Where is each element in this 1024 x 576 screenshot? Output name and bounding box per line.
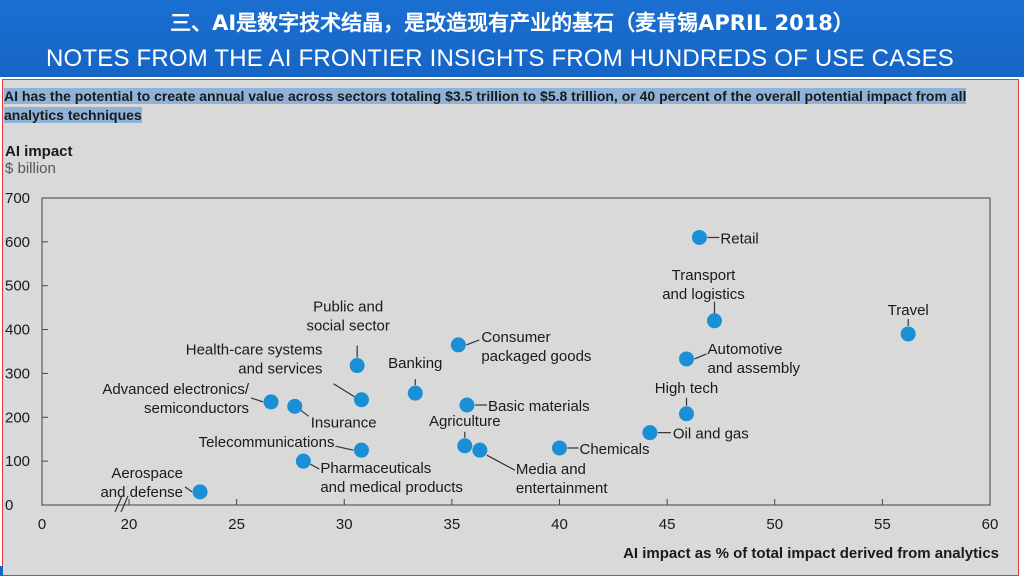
data-point-group: Retail [691, 229, 759, 247]
data-label: Automotive and assembly [707, 341, 800, 377]
leader-line [486, 454, 516, 471]
data-label: Consumer packaged goods [481, 329, 591, 365]
data-point [263, 394, 279, 410]
x-tick-label: 20 [121, 516, 138, 533]
data-label: Basic materials [488, 398, 590, 415]
x-axis-title: AI impact as % of total impact derived f… [623, 545, 999, 562]
data-point-group: Consumer packaged goods [450, 329, 591, 365]
x-tick-label: 55 [874, 516, 891, 533]
data-point [407, 385, 423, 401]
data-point-group: Media and entertainment [472, 442, 609, 497]
data-label: Banking [388, 355, 442, 372]
data-point [450, 337, 466, 353]
x-tick-label: 0 [38, 516, 46, 533]
data-point-group: Banking [388, 355, 442, 401]
x-tick-label: 50 [766, 516, 783, 533]
slide-title: 三、AI是数字技术结晶，是改造现有产业的基石（麦肯锡APRIL 2018） [170, 11, 854, 35]
y-tick-label: 600 [5, 234, 30, 251]
data-point [457, 438, 473, 454]
data-label: Chemicals [580, 441, 650, 458]
data-point [353, 392, 369, 408]
data-point-group: Public and social sector [306, 299, 390, 374]
data-point [353, 442, 369, 458]
data-label: Telecommunications [199, 434, 335, 451]
data-point-group: Agriculture [429, 413, 501, 454]
data-point [691, 229, 707, 245]
data-point [678, 351, 694, 367]
data-point-group: Basic materials [459, 397, 590, 415]
chart-title: AI has the potential to create annual va… [4, 87, 979, 125]
y-tick-label: 700 [5, 190, 30, 207]
data-label: Agriculture [429, 413, 501, 430]
data-label: Health-care systems and services [186, 342, 323, 378]
leader-line [466, 339, 480, 346]
data-label: Pharmaceuticals and medical products [320, 460, 463, 496]
data-point-group: Aerospace and defense [100, 465, 208, 501]
data-point-group: Travel [888, 302, 929, 342]
leader-line [335, 445, 354, 451]
data-label: Aerospace and defense [100, 465, 183, 501]
x-tick-label: 35 [444, 516, 461, 533]
data-point [459, 397, 475, 413]
x-tick-label: 40 [551, 516, 568, 533]
data-point [642, 425, 658, 441]
data-label: Advanced electronics/semiconductors [102, 381, 250, 417]
data-label: Transport and logistics [662, 267, 745, 303]
data-point [287, 398, 303, 414]
slide-header: 三、AI是数字技术结晶，是改造现有产业的基石（麦肯锡APRIL 2018） NO… [0, 0, 1024, 77]
y-tick-label: 300 [5, 365, 30, 382]
data-point [706, 313, 722, 329]
data-point-group: Oil and gas [642, 425, 749, 443]
data-label: Retail [720, 230, 758, 247]
y-tick-label: 400 [5, 322, 30, 339]
slide-subtitle: NOTES FROM THE AI FRONTIER INSIGHTS FROM… [45, 45, 955, 72]
data-point [295, 453, 311, 469]
data-label: Media and entertainment [516, 461, 609, 497]
leader-line [694, 353, 707, 360]
data-point-group: Automotive and assembly [678, 341, 801, 377]
data-point-group: Telecommunications [199, 434, 369, 458]
data-label: Insurance [311, 414, 377, 431]
axis-break-mark [120, 495, 129, 513]
leader-line [184, 486, 193, 493]
data-point-group: Insurance [287, 398, 377, 431]
data-label: Public and social sector [306, 299, 389, 335]
data-point-group: Transport and logistics [662, 267, 745, 329]
y-tick-label: 0 [5, 497, 13, 514]
data-point [552, 440, 567, 456]
x-tick-label: 45 [659, 516, 676, 533]
y-tick-label: 500 [5, 278, 30, 295]
data-point [472, 442, 488, 458]
data-label: Oil and gas [673, 426, 749, 443]
corner-accent [0, 566, 3, 576]
data-point [192, 484, 208, 500]
y-axis-title: AI impact [5, 143, 73, 160]
data-point [678, 406, 694, 422]
data-point [900, 326, 916, 342]
data-point-group: Advanced electronics/semiconductors [102, 381, 279, 417]
data-point-group: High tech [655, 380, 718, 422]
data-label: High tech [655, 380, 718, 397]
x-tick-label: 60 [982, 516, 999, 533]
y-axis-unit: $ billion [5, 160, 56, 177]
data-point-group: Chemicals [552, 440, 650, 458]
y-tick-label: 200 [5, 409, 30, 426]
y-tick-label: 100 [5, 453, 30, 470]
leader-line [333, 383, 355, 398]
plot-frame [41, 197, 991, 506]
chart-panel [2, 79, 1019, 576]
axis-break-mark [114, 495, 123, 513]
x-tick-label: 30 [336, 516, 353, 533]
data-label: Travel [888, 302, 929, 319]
leader-line [250, 397, 264, 403]
data-point-group: Health-care systems and services [186, 342, 369, 408]
leader-line [300, 409, 310, 417]
x-tick-label: 25 [228, 516, 245, 533]
leader-line [310, 463, 320, 470]
data-point [349, 358, 365, 374]
data-point-group: Pharmaceuticals and medical products [295, 453, 463, 496]
